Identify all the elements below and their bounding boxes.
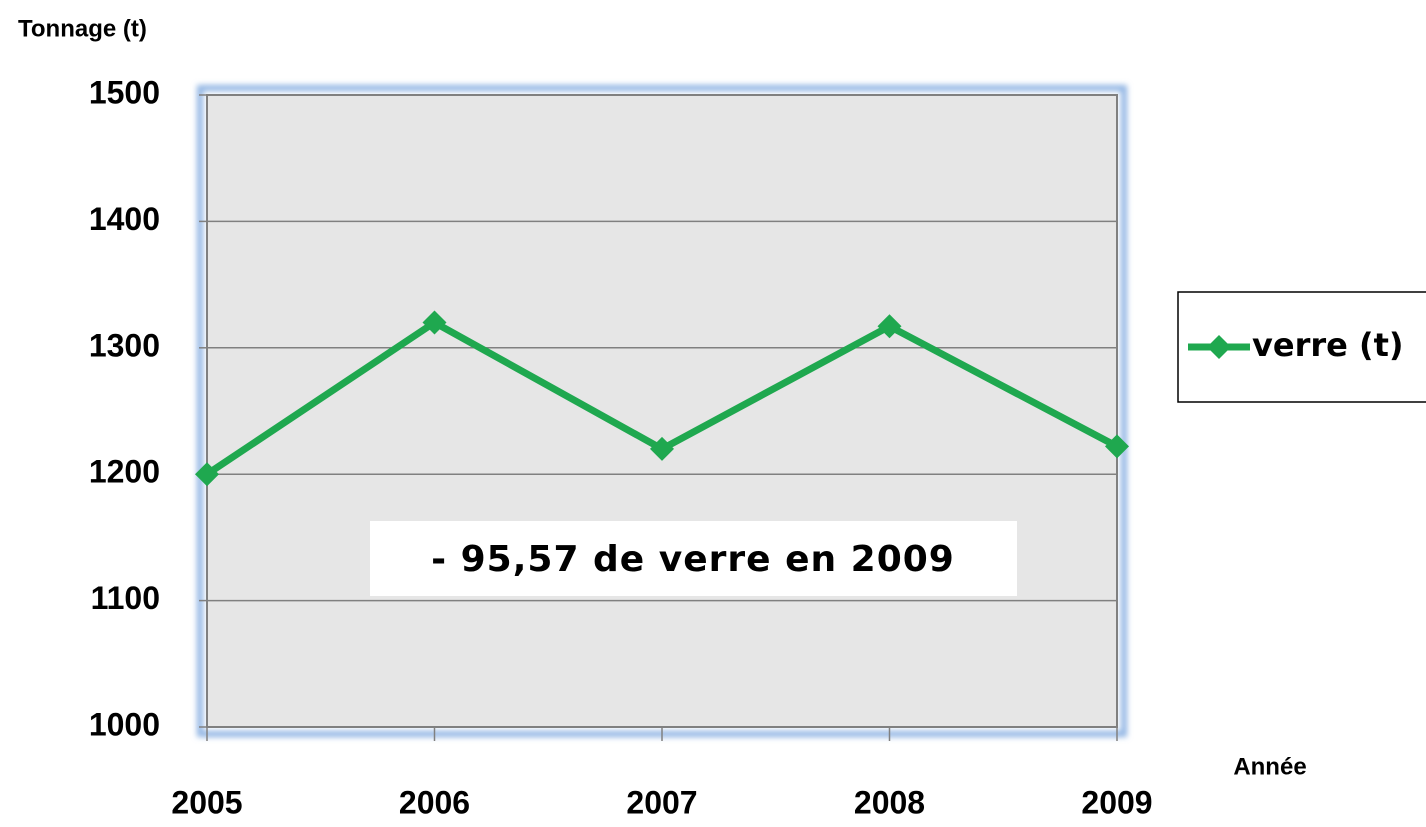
x-axis-title: Année (1233, 753, 1306, 780)
point-marker (1105, 434, 1129, 459)
y-tick-label: 1200 (89, 454, 160, 490)
x-tick-label: 2009 (1081, 784, 1152, 820)
x-tick-label: 2008 (854, 784, 925, 820)
y-tick-label: 1400 (89, 201, 160, 237)
annotation: - 95,57 de verre en 2009 (431, 539, 955, 580)
x-tick-label: 2007 (626, 784, 697, 820)
y-tick-label: 1000 (89, 706, 160, 742)
legend-label: verre (t) (1252, 326, 1404, 364)
point-marker (422, 310, 447, 335)
plot-area (206, 94, 1118, 728)
point-marker (877, 314, 902, 339)
annotation-box (370, 521, 1017, 596)
point-marker (195, 462, 219, 487)
x-tick-label: 2005 (171, 784, 242, 820)
y-tick-label: 1500 (89, 74, 160, 110)
legend-marker (1207, 335, 1231, 359)
y-axis-title: Tonnage (t) (18, 15, 147, 42)
x-tick-label: 2006 (399, 784, 470, 820)
point-marker (650, 436, 674, 461)
y-tick-label: 1300 (89, 327, 160, 363)
y-tick-label: 1100 (91, 580, 160, 616)
